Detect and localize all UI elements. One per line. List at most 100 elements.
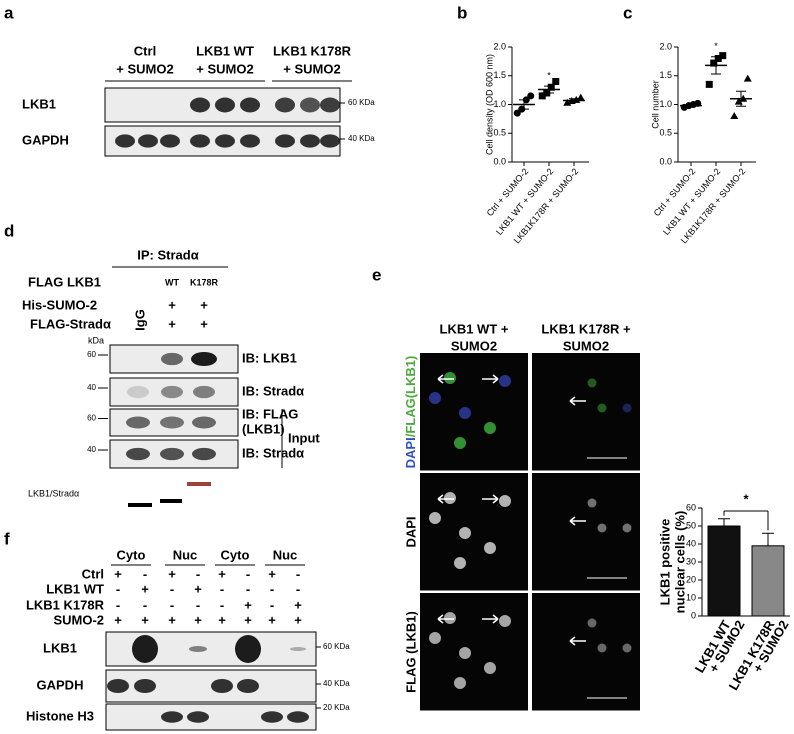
sign: - <box>170 581 174 596</box>
sign: - <box>220 597 224 612</box>
sign: - <box>143 597 147 612</box>
point <box>705 80 713 88</box>
band <box>107 678 129 694</box>
cell <box>499 615 511 627</box>
band <box>138 134 158 148</box>
band <box>215 97 235 113</box>
row-label: LKB1 K178R <box>26 597 105 612</box>
band <box>237 678 259 694</box>
cell <box>454 677 466 689</box>
blot-label: IB: FLAG <box>242 406 298 421</box>
band <box>190 97 210 113</box>
error-bar <box>736 90 746 107</box>
column-header: Cyto <box>117 547 146 562</box>
y-axis-label: Cell density (OD 600 nm) <box>484 54 494 155</box>
sign: + <box>114 566 122 581</box>
band <box>275 134 295 148</box>
band <box>161 711 183 723</box>
point <box>743 74 752 82</box>
sign: - <box>296 581 300 596</box>
column-header: LKB1 WT <box>196 43 254 58</box>
point <box>710 59 718 67</box>
bar <box>751 545 785 617</box>
y-tick-label: 1.5 <box>659 70 672 80</box>
panel-label: c <box>623 3 632 22</box>
cell <box>587 618 597 628</box>
arrow <box>569 636 586 646</box>
column-header: Nuc <box>273 547 298 562</box>
sign: - <box>170 597 174 612</box>
cell <box>587 498 597 508</box>
bar <box>707 525 741 617</box>
arrow <box>482 374 499 384</box>
band <box>215 134 235 148</box>
row-label: FLAG (LKB1) <box>403 611 418 693</box>
column-header: + SUMO2 <box>196 61 253 76</box>
point <box>527 92 535 100</box>
cell <box>444 492 456 504</box>
cell <box>597 523 607 533</box>
panel-label: f <box>4 529 10 548</box>
arrow <box>437 374 454 384</box>
row-label-part: DAPI <box>403 437 418 468</box>
y-tick-label: 0.0 <box>493 156 506 166</box>
column-header: Ctrl <box>134 43 156 58</box>
band <box>287 711 309 723</box>
column-header: + SUMO2 <box>116 61 173 76</box>
cell <box>484 662 496 674</box>
sign: - <box>296 566 300 581</box>
column-header: LKB1 K178R + <box>541 321 631 336</box>
row-label: DAPI <box>403 516 418 547</box>
band <box>127 385 149 399</box>
error-bar <box>544 85 554 94</box>
row-label: FLAG LKB1 <box>28 274 101 289</box>
column-header: SUMO2 <box>563 338 609 353</box>
cell <box>597 403 607 413</box>
band <box>187 711 209 723</box>
sign: - <box>116 581 120 596</box>
band <box>300 134 320 148</box>
sign: + <box>268 566 276 581</box>
column-header: WT <box>165 277 179 287</box>
point <box>714 55 722 62</box>
row-label: Histone H3 <box>26 708 94 723</box>
sign: + <box>268 612 276 627</box>
cell <box>499 375 511 387</box>
ratio-bar <box>187 482 211 486</box>
point <box>552 78 560 85</box>
micrograph <box>420 473 528 591</box>
band <box>192 447 216 461</box>
significance: * <box>743 491 749 506</box>
panel-label: a <box>4 3 14 22</box>
arrow <box>482 614 499 624</box>
size-marker: 40 <box>87 383 96 392</box>
y-tick-label: 0.5 <box>493 128 506 138</box>
cell <box>444 612 456 624</box>
sign: + <box>168 297 176 312</box>
row-label: GAPDH <box>37 677 84 692</box>
row-label: LKB1 <box>43 640 77 655</box>
band <box>275 97 295 113</box>
error-bar <box>718 518 730 526</box>
sign: + <box>294 597 302 612</box>
unit-label: kDa <box>88 335 104 345</box>
band <box>160 134 180 148</box>
y-tick-label: 10 <box>686 592 696 602</box>
sign: + <box>141 581 149 596</box>
cell <box>499 495 511 507</box>
sign: + <box>200 297 208 312</box>
cell <box>459 407 471 419</box>
sign: - <box>220 581 224 596</box>
arrow <box>437 494 454 504</box>
size-marker: 60 <box>87 350 96 359</box>
band <box>300 97 320 113</box>
y-tick-label: 60 <box>686 502 696 512</box>
band <box>240 97 260 113</box>
size-marker: 20 KDa <box>323 703 350 712</box>
y-tick-label: 50 <box>686 520 696 530</box>
cell <box>444 372 456 384</box>
sign: + <box>194 581 202 596</box>
band <box>261 711 283 723</box>
panel-label: b <box>457 3 467 22</box>
